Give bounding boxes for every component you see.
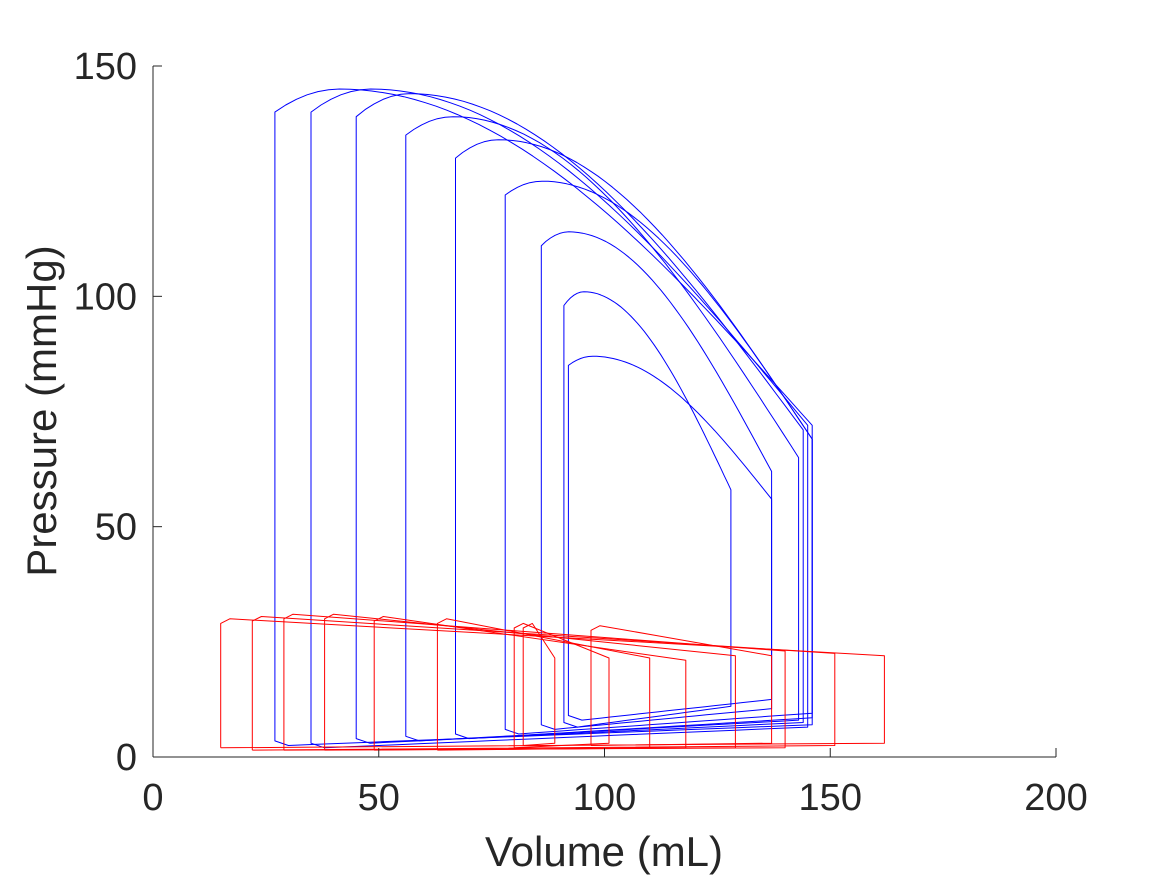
plot-area: [220, 88, 885, 751]
x-tick-label: 100: [573, 777, 636, 819]
y-tick-label: 50: [95, 507, 137, 549]
y-tick-label: 100: [74, 276, 137, 318]
y-tick-label: 0: [116, 737, 137, 779]
x-ticks: 0 50 100 150 200: [142, 748, 1088, 819]
x-tick-label: 150: [799, 777, 862, 819]
la-loop: [251, 616, 836, 751]
axes: [152, 66, 1056, 758]
x-tick-label: 0: [142, 777, 163, 819]
lv-loop: [567, 355, 773, 721]
lv-loop: [355, 93, 804, 744]
lv-loop: [504, 180, 813, 735]
la-loop: [522, 622, 556, 746]
x-axis-label: Volume (mL): [485, 828, 723, 875]
la-loop: [590, 625, 773, 746]
y-axis-label: Pressure (mmHg): [18, 245, 65, 576]
y-tick-label: 150: [74, 46, 137, 88]
la-loop: [436, 618, 651, 751]
x-tick-label: 200: [1024, 777, 1087, 819]
lv-loop: [455, 139, 813, 740]
la-loop: [513, 622, 610, 749]
x-tick-label: 50: [358, 777, 400, 819]
lv-loop: [563, 291, 732, 728]
lv-loop: [540, 231, 773, 730]
y-ticks: 0 50 100 150: [74, 46, 162, 779]
